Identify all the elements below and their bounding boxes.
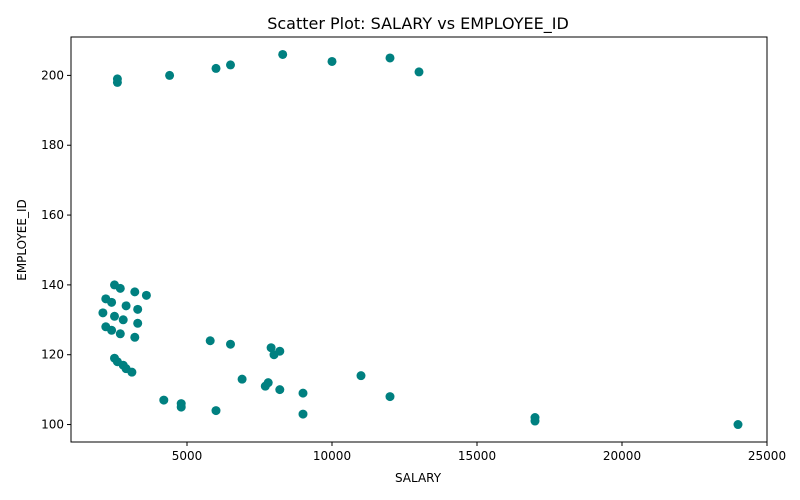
- scatter-point: [110, 311, 119, 321]
- scatter-point: [385, 392, 395, 402]
- scatter-point: [211, 406, 221, 416]
- scatter-point: [298, 388, 308, 398]
- x-tick-label: 20000: [603, 449, 641, 463]
- x-tick-label: 15000: [458, 449, 496, 463]
- scatter-point: [298, 409, 308, 419]
- x-tick-label: 10000: [313, 449, 351, 463]
- scatter-point: [275, 385, 285, 395]
- scatter-point: [266, 343, 276, 353]
- x-tick-label: 25000: [748, 449, 786, 463]
- scatter-point: [110, 353, 119, 363]
- x-axis-ticks: 5000 10000 15000 20000 25000: [172, 442, 786, 463]
- scatter-point: [263, 378, 273, 388]
- scatter-point: [165, 70, 175, 80]
- x-tick-label: 5000: [172, 449, 203, 463]
- scatter-point: [226, 339, 235, 349]
- y-tick-label: 120: [41, 348, 64, 362]
- plot-frame: [70, 36, 768, 443]
- scatter-point: [226, 60, 235, 70]
- scatter-point: [141, 290, 151, 300]
- y-tick-label: 180: [41, 138, 64, 152]
- scatter-point: [275, 346, 285, 356]
- scatter-point: [414, 67, 424, 77]
- scatter-point: [176, 399, 186, 409]
- y-tick-label: 140: [41, 278, 64, 292]
- points-layer: [98, 49, 743, 430]
- scatter-point: [237, 374, 247, 384]
- scatter-point: [159, 395, 169, 405]
- scatter-point: [118, 315, 128, 325]
- scatter-point: [101, 294, 111, 304]
- y-tick-label: 200: [41, 68, 64, 82]
- scatter-point: [98, 308, 108, 318]
- y-tick-label: 100: [41, 418, 64, 432]
- scatter-point: [112, 74, 122, 84]
- scatter-point: [385, 53, 395, 63]
- x-axis-label: SALARY: [395, 471, 442, 485]
- scatter-point: [327, 56, 337, 66]
- scatter-point: [130, 287, 140, 297]
- y-tick-label: 160: [41, 208, 64, 222]
- scatter-point: [733, 420, 743, 430]
- scatter-point: [530, 413, 540, 423]
- y-axis-ticks: 100 120 140 160 180 200: [41, 68, 71, 432]
- scatter-point: [133, 304, 143, 314]
- scatter-point: [101, 322, 111, 332]
- chart-title: Scatter Plot: SALARY vs EMPLOYEE_ID: [267, 14, 569, 34]
- scatter-point: [110, 280, 119, 290]
- scatter-point: [211, 63, 221, 73]
- scatter-point: [133, 318, 143, 328]
- scatter-point: [278, 49, 288, 59]
- scatter-point: [130, 332, 140, 342]
- scatter-point: [121, 301, 131, 311]
- scatter-point: [356, 371, 366, 381]
- scatter-point: [115, 329, 125, 339]
- y-axis-label: EMPLOYEE_ID: [15, 199, 29, 281]
- scatter-point: [205, 336, 215, 346]
